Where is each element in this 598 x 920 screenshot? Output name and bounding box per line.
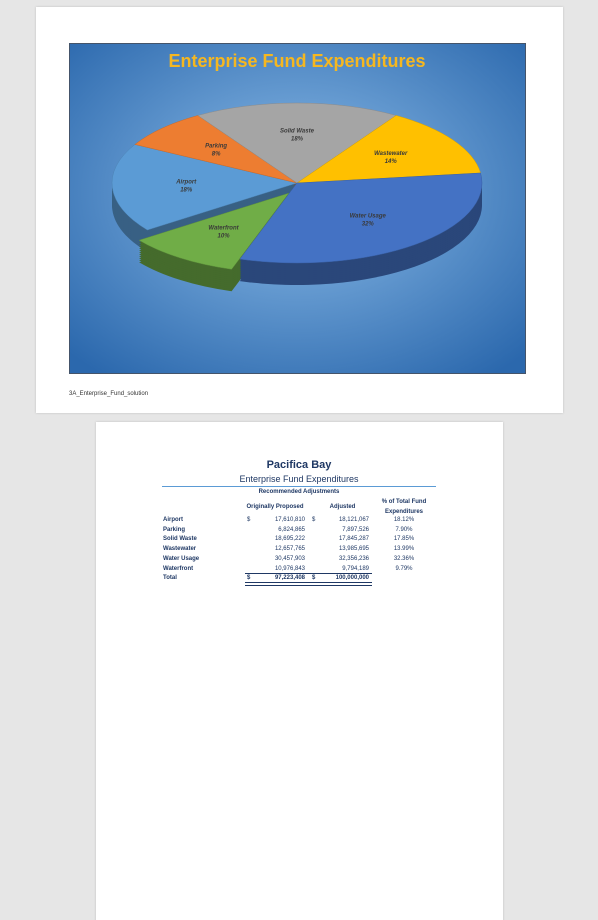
slice — [197, 102, 397, 184]
page-2 — [96, 422, 503, 920]
adjusted-value: 32,356,236 — [338, 555, 369, 562]
slice — [138, 192, 290, 270]
column-header: % of Total Fund Expenditures — [381, 499, 427, 515]
currency-symbol: $ — [247, 517, 251, 523]
data-label-value: 14% — [385, 159, 398, 165]
proposed-value: 12,657,765 — [274, 546, 305, 553]
slice — [296, 115, 481, 184]
data-label-value: 10% — [218, 234, 231, 240]
adjusted-value: 17,845,287 — [338, 536, 369, 543]
row-label: Total — [163, 575, 177, 582]
proposed-value: 6,824,865 — [278, 526, 305, 533]
footer: 3A_Enterprise_Fund_solution — [69, 391, 149, 397]
proposed-value: 10,976,843 — [274, 565, 305, 572]
adjusted-value: 7,897,526 — [342, 526, 369, 533]
data-label-name: Airport — [175, 180, 197, 186]
adjusted-value: 18,121,067 — [338, 517, 369, 523]
row-label: Waterfront — [163, 565, 194, 572]
slice — [239, 172, 483, 264]
slice — [134, 115, 298, 184]
data-label-name: Water Usage — [350, 214, 387, 220]
adjusted-value: 100,000,000 — [335, 575, 369, 582]
percent-value: 13.99% — [393, 546, 415, 553]
data-label-value: 32% — [362, 222, 375, 228]
slice — [111, 144, 298, 231]
currency-symbol: $ — [312, 575, 316, 582]
row-label: Solid Waste — [163, 536, 197, 543]
row-label: Water Usage — [163, 555, 200, 562]
currency-symbol: $ — [247, 575, 251, 582]
percent-value: 17.85% — [393, 536, 415, 543]
percent-value: 32.36% — [393, 555, 415, 562]
data-label-name: Wastewater — [374, 151, 408, 157]
table-subtitle: Enterprise Fund Expenditures — [162, 474, 436, 487]
data-label-name: Parking — [205, 144, 227, 150]
adjusted-value: 13,985,695 — [338, 546, 369, 553]
adjusted-value: 9,794,189 — [342, 565, 369, 572]
percent-value: 9.79% — [395, 565, 413, 572]
total-double-border — [245, 582, 372, 586]
percent-value: 18.12% — [393, 517, 415, 523]
chart-title: Enterprise Fund Expenditures — [168, 51, 425, 71]
data-label-value: 18% — [291, 137, 304, 143]
total-top-border — [245, 573, 372, 575]
row-label: Airport — [163, 517, 183, 523]
data-label-value: 18% — [180, 188, 193, 194]
data-label-value: 8% — [212, 152, 221, 158]
column-header: Adjusted — [329, 504, 356, 510]
proposed-value: 17,610,810 — [274, 517, 305, 523]
proposed-value: 97,223,408 — [274, 575, 305, 582]
chart: Enterprise Fund Expenditures Airport 18% P… — [69, 43, 526, 374]
table-caption: Recommended Adjustments — [258, 489, 340, 495]
currency-symbol: $ — [312, 517, 316, 523]
row-label: Wastewater — [163, 546, 197, 553]
percent-value: 7.90% — [395, 526, 413, 533]
column-header: Originally Proposed — [246, 504, 304, 510]
data-label-name: Waterfront — [208, 226, 239, 232]
row-label: Parking — [163, 526, 186, 533]
proposed-value: 18,695,222 — [274, 536, 305, 543]
proposed-value: 30,457,903 — [274, 555, 305, 562]
table-title: Pacifica Bay — [266, 459, 332, 471]
data-label-name: Solid Waste — [280, 129, 315, 135]
